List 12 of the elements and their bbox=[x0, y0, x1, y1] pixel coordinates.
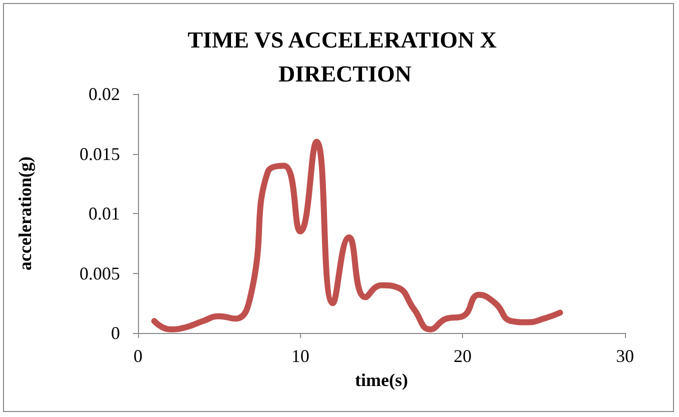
y-tick-label: 0.02 bbox=[88, 84, 120, 104]
y-tick-label: 0.005 bbox=[80, 263, 120, 284]
y-tick-label: 0.01 bbox=[88, 204, 120, 224]
x-axis-title: time(s) bbox=[355, 370, 408, 390]
chart-title: TIME VS ACCELERATION X DIRECTION bbox=[188, 28, 502, 86]
y-tick-label: 0 bbox=[111, 323, 120, 343]
x-tick-label: 10 bbox=[291, 346, 310, 366]
x-tick-label: 30 bbox=[616, 346, 634, 366]
x-tick-label: 0 bbox=[134, 346, 142, 366]
y-axis-title: acceleration(g) bbox=[15, 156, 35, 270]
y-tick-label: 0.015 bbox=[80, 144, 120, 164]
x-tick-label: 20 bbox=[454, 346, 472, 366]
